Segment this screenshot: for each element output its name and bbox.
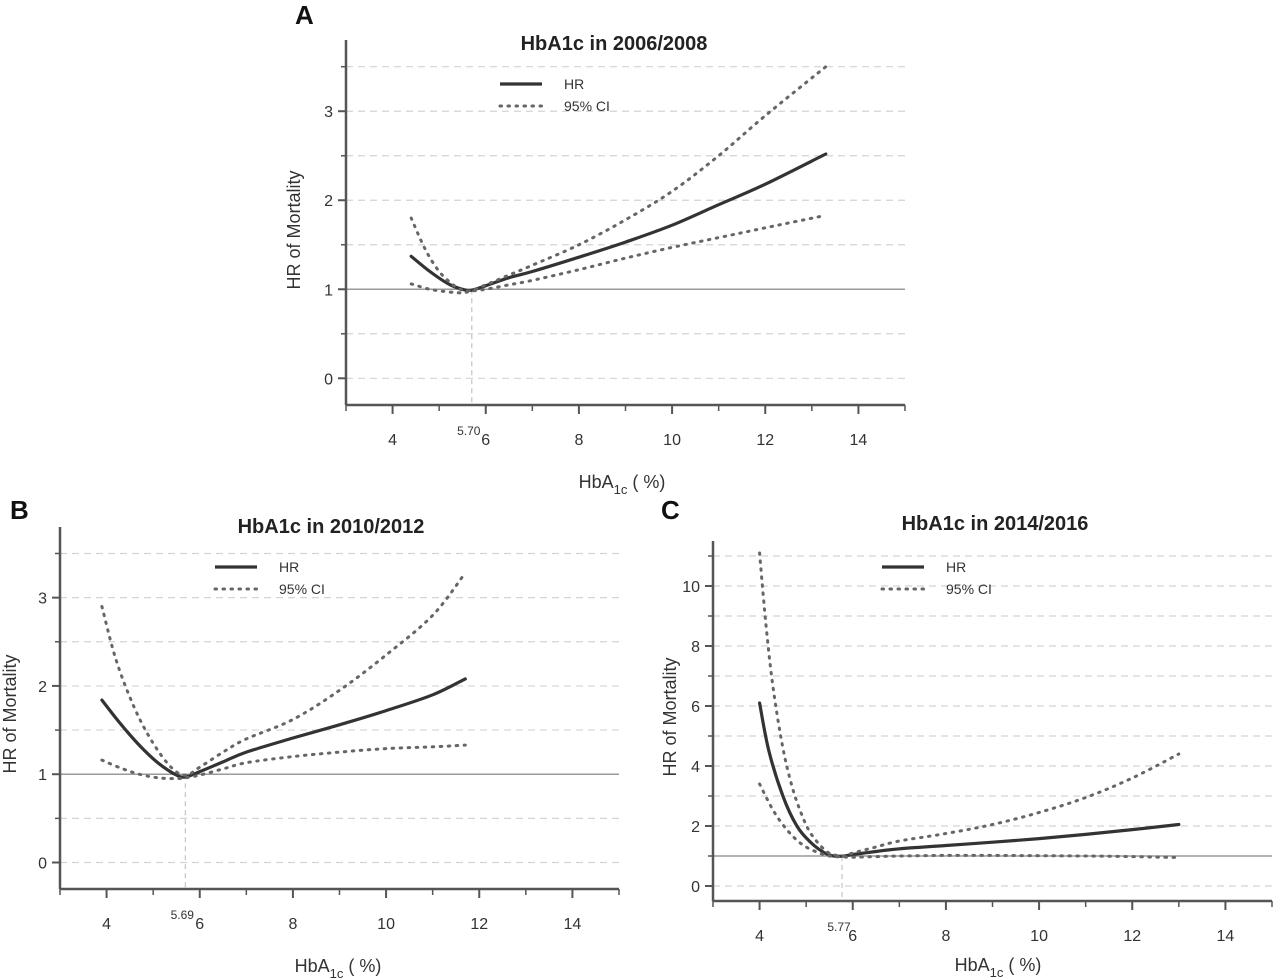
x-tick-label: 8 [288,916,297,933]
nadir-label: 5.77 [827,920,851,934]
y-axis-label: HR of Mortality [0,654,20,773]
hr-curve [100,677,467,779]
panel-letter: C [661,495,680,525]
x-tick-label: 6 [195,916,204,933]
y-tick-label: 8 [691,639,700,656]
y-axis-label: HR of Mortality [284,170,304,289]
legend-ci-label: 95% CI [279,581,325,597]
y-tick-label: 3 [38,591,47,608]
y-tick-label: 6 [691,699,700,716]
y-tick-label: 2 [691,819,700,836]
legend-hr-label: HR [564,76,584,92]
y-tick-label: 3 [324,104,333,121]
x-tick-label: 12 [470,916,488,933]
legend-hr-label: HR [946,559,966,575]
chart-title: HbA1c in 2010/2012 [238,516,425,538]
x-tick-label: 4 [755,928,764,945]
y-tick-label: 0 [324,371,333,388]
x-tick-label: 14 [1217,928,1235,945]
panel-c: 0 2 4 6 8 10 4 6 8 10 12 14 5.77 HR 95% CI HbA1c in 201… [660,495,1273,979]
y-tick-label: 1 [38,767,47,784]
x-tick-label: 8 [941,928,950,945]
y-tick-label: 0 [38,856,47,873]
x-tick-label: 14 [564,916,582,933]
x-tick-label: 4 [102,916,111,933]
x-tick-label: 10 [377,916,395,933]
x-tick-label: 10 [1030,928,1048,945]
x-axis-label: HbA1c ( %) [295,956,382,979]
legend-ci-label: 95% CI [946,581,992,597]
panel-letter: B [10,495,29,525]
y-axis-label: HR of Mortality [660,657,680,776]
x-axis-label: HbA1c ( %) [579,472,666,497]
x-tick-label: 8 [574,432,583,449]
ci-upper-curve [100,571,467,777]
nadir-label: 5.70 [457,424,481,438]
hr-curve [758,701,1181,858]
y-tick-label: 4 [691,759,700,776]
x-tick-label: 6 [848,928,857,945]
legend-hr-label: HR [279,559,299,575]
x-tick-label: 4 [388,432,397,449]
hr-curve [409,152,828,293]
x-axis-label: HbA1c ( %) [955,955,1042,979]
x-tick-label: 12 [1123,928,1141,945]
y-tick-label: 2 [38,679,47,696]
y-tick-label: 0 [691,879,700,896]
x-tick-label: 12 [756,432,774,449]
chart-title: HbA1c in 2006/2008 [521,33,708,55]
x-tick-label: 6 [481,432,490,449]
x-tick-label: 10 [663,432,681,449]
ci-upper-curve [758,551,1181,858]
x-tick-label: 14 [850,432,868,449]
chart-title: HbA1c in 2014/2016 [902,513,1089,535]
nadir-label: 5.69 [171,908,195,922]
legend-ci-label: 95% CI [564,98,610,114]
y-tick-label: 2 [324,193,333,210]
ci-lower-curve [409,214,823,295]
y-tick-label: 10 [682,579,700,596]
ci-upper-curve [409,65,828,293]
panel-letter: A [295,0,314,30]
ci-lower-curve [758,782,1181,859]
ci-lower-curve [100,743,467,781]
y-tick-label: 1 [324,282,333,299]
